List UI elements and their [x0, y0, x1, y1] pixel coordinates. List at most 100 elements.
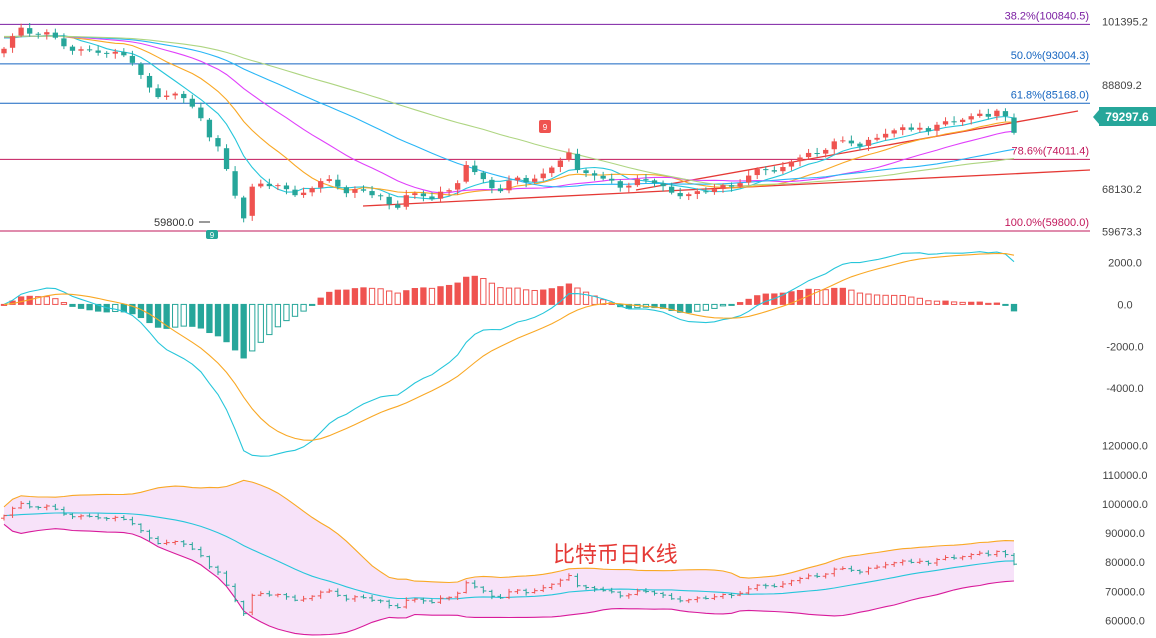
macd-bar-85	[728, 303, 735, 306]
price-candle-body-19	[163, 95, 170, 97]
macd-bar-52	[445, 284, 453, 305]
macd-tick-3: -4000.0	[1106, 383, 1143, 395]
price-candle-body-91	[780, 167, 786, 172]
macd-bar-65	[557, 286, 564, 305]
price-candle-body-107	[917, 127, 923, 130]
macd-bar-103	[882, 294, 889, 305]
macd-bar-20	[172, 303, 179, 328]
macd-bar-87	[745, 298, 752, 305]
price-candle-body-51	[437, 191, 444, 199]
chart-annotation: 比特币日K线	[553, 542, 678, 567]
price-candle-body-22	[189, 98, 195, 107]
bollinger-panel[interactable]: 120000.0 110000.0 100000.0 90000.0 80000.0 70…	[1, 441, 1148, 636]
macd-bar-68	[582, 291, 590, 305]
macd-bar-88	[754, 295, 761, 305]
price-candle-body-108	[925, 128, 932, 132]
price-candle-body-109	[934, 124, 940, 131]
price-candle-body-82	[703, 191, 709, 193]
macd-bar-83	[711, 303, 718, 309]
macd-tick-2: -2000.0	[1106, 341, 1143, 353]
price-candle-body-71	[609, 178, 615, 181]
macd-bar-6	[52, 298, 59, 305]
bollinger-candles	[1, 500, 1017, 616]
price-tick-2: 68130.2	[1102, 184, 1142, 196]
price-candle-body-35	[300, 192, 307, 196]
price-candle-body-89	[763, 169, 769, 171]
price-candle-body-46	[395, 204, 401, 208]
price-candle-body-28	[241, 197, 247, 219]
macd-bar-111	[950, 301, 958, 305]
price-candle-body-86	[737, 183, 743, 187]
price-candle-body-79	[677, 192, 683, 197]
macd-tick-0: 2000.0	[1108, 258, 1142, 270]
macd-bar-91	[779, 292, 787, 305]
macd-bar-0	[0, 303, 8, 306]
fibonacci-levels: 38.2%(100840.5) 50.0%(93004.3) 61.8%(85168…	[0, 10, 1090, 232]
macd-bar-80	[685, 303, 692, 313]
macd-bar-51	[437, 286, 444, 305]
macd-bar-24	[206, 303, 213, 334]
price-candle-body-27	[232, 171, 238, 196]
macd-bar-23	[197, 303, 205, 329]
price-candle-body-101	[865, 139, 872, 146]
price-candle-body-15	[129, 55, 136, 63]
price-candle-body-8	[69, 46, 76, 51]
price-candle-body-104	[891, 130, 897, 134]
price-panel[interactable]: 38.2%(100840.5) 50.0%(93004.3) 61.8%(85168…	[0, 10, 1156, 240]
price-candle-body-76	[651, 180, 658, 184]
price-candle-body-116	[994, 110, 1000, 117]
price-candle-body-33	[283, 185, 290, 190]
current-price-label: 79297.6	[1105, 110, 1149, 124]
low-signal-badge	[206, 230, 218, 239]
price-candle-body-85	[728, 185, 735, 187]
price-candle-body-14	[121, 52, 127, 56]
bollinger-tick-6: 60000.0	[1105, 615, 1145, 627]
bollinger-tick-5: 70000.0	[1105, 586, 1145, 598]
macd-bar-58	[497, 287, 504, 305]
macd-panel[interactable]: 2000.0 0.0 -2000.0 -4000.0	[0, 251, 1144, 457]
price-candle-body-100	[857, 143, 863, 147]
price-candle-body-74	[634, 179, 641, 186]
macd-bar-49	[420, 287, 427, 305]
price-candle-body-64	[549, 167, 555, 174]
fib-label-3: 78.6%(74011.4)	[1012, 145, 1089, 157]
price-axis: 101395.2 88809.2 68130.2 59673.3	[1102, 17, 1148, 239]
bollinger-tick-4: 80000.0	[1105, 557, 1145, 569]
macd-histogram	[0, 275, 1018, 359]
macd-bar-50	[428, 287, 436, 305]
price-candle-body-32	[275, 185, 281, 187]
macd-dea-line	[3, 252, 1015, 441]
macd-bar-82	[702, 303, 710, 311]
macd-bar-79	[677, 303, 684, 313]
macd-bar-115	[985, 302, 992, 305]
price-candle-body-56	[480, 172, 486, 180]
macd-bar-116	[993, 302, 1001, 305]
macd-bar-64	[548, 288, 555, 305]
macd-bar-33	[283, 303, 290, 322]
macd-bar-44	[377, 288, 384, 305]
macd-lines	[3, 251, 1015, 457]
macd-bar-29	[249, 303, 256, 352]
bollinger-tick-3: 90000.0	[1105, 528, 1145, 540]
price-candle-body-6	[52, 32, 59, 38]
price-candle-body-34	[292, 189, 298, 196]
macd-bar-40	[343, 289, 350, 305]
price-candle-body-88	[754, 169, 760, 176]
price-candle-body-52	[446, 190, 452, 192]
fib-label-4: 100.0%(59800.0)	[1005, 217, 1089, 229]
low-signal-badge-label: 9	[210, 231, 215, 240]
macd-bar-89	[762, 293, 769, 305]
macd-bar-61	[522, 289, 530, 305]
macd-bar-108	[925, 300, 932, 305]
price-candle-body-59	[506, 180, 512, 191]
macd-bar-9	[77, 303, 85, 309]
macd-tick-1: 0.0	[1117, 299, 1132, 311]
current-price-badge-arrow	[1093, 110, 1099, 124]
price-candle-body-75	[643, 179, 649, 181]
price-candle-body-84	[720, 185, 726, 189]
macd-bar-117	[1002, 303, 1009, 306]
price-candle-body-68	[583, 170, 589, 174]
price-candle-body-92	[788, 161, 795, 167]
price-candle-body-12	[104, 52, 110, 54]
